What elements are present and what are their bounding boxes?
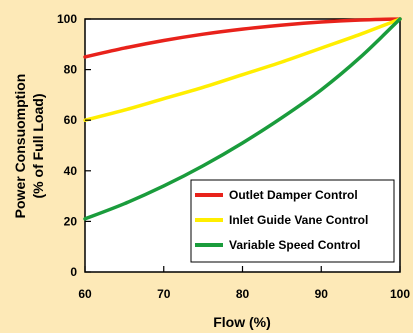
legend-box bbox=[190, 179, 395, 263]
legend-label-outlet-damper: Outlet Damper Control bbox=[229, 188, 358, 202]
series-layer bbox=[83, 17, 402, 221]
series-line-inlet-guide-vane bbox=[83, 17, 402, 122]
y-axis-title-line1: Power Consuomption bbox=[12, 74, 28, 219]
legend-label-variable-speed: Variable Speed Control bbox=[229, 238, 360, 252]
y-tick-label: 40 bbox=[64, 164, 78, 178]
legend-label-inlet-guide-vane: Inlet Guide Vane Control bbox=[229, 213, 368, 227]
x-tick-label: 100 bbox=[390, 287, 410, 301]
y-tick-label: 80 bbox=[64, 63, 78, 77]
y-axis-title-line2: (% of Full Load) bbox=[30, 94, 46, 199]
x-tick-label: 90 bbox=[315, 287, 329, 301]
x-tick-label: 60 bbox=[78, 287, 92, 301]
x-axis-title: Flow (%) bbox=[213, 314, 271, 330]
x-tick-label: 80 bbox=[236, 287, 250, 301]
x-tick-label: 70 bbox=[157, 287, 171, 301]
axis-layer: 0 20 40 60 80 100 60 70 80 90 100 bbox=[57, 12, 410, 301]
legend: Outlet Damper Control Inlet Guide Vane C… bbox=[190, 179, 395, 263]
y-tick-label: 0 bbox=[70, 265, 77, 279]
series-line-variable-speed bbox=[83, 17, 402, 221]
y-tick-label: 20 bbox=[64, 214, 78, 228]
y-tick-label: 60 bbox=[64, 113, 78, 127]
y-tick-label: 100 bbox=[57, 12, 77, 26]
series-line-outlet-damper bbox=[83, 17, 402, 59]
